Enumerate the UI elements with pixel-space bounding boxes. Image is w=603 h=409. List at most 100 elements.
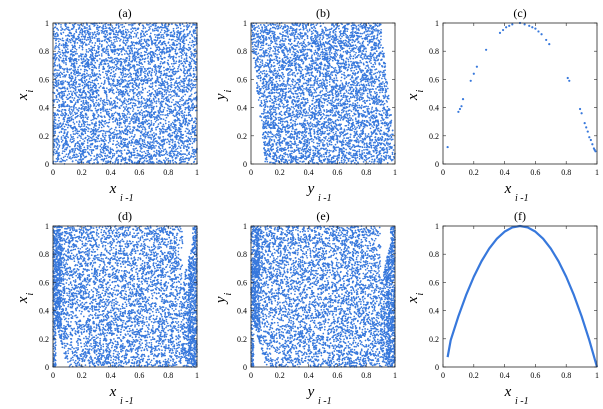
data-point bbox=[78, 59, 80, 61]
data-point bbox=[138, 83, 140, 85]
data-point bbox=[62, 37, 64, 39]
data-point bbox=[128, 62, 130, 64]
data-point bbox=[55, 114, 57, 116]
data-point bbox=[174, 133, 176, 135]
data-point bbox=[55, 53, 57, 55]
data-point bbox=[131, 25, 133, 27]
data-point bbox=[151, 106, 153, 108]
data-point bbox=[184, 111, 186, 113]
data-point bbox=[195, 97, 197, 99]
data-point bbox=[178, 146, 180, 148]
data-point bbox=[129, 132, 131, 134]
data-point bbox=[55, 45, 57, 47]
data-point bbox=[102, 51, 104, 53]
data-point bbox=[82, 138, 84, 140]
data-point bbox=[134, 105, 136, 107]
data-point bbox=[148, 63, 150, 65]
data-point bbox=[80, 38, 82, 40]
data-point bbox=[116, 34, 118, 36]
data-point bbox=[110, 57, 112, 59]
data-point bbox=[138, 121, 140, 123]
data-point bbox=[148, 137, 150, 139]
data-point bbox=[163, 70, 165, 72]
data-point bbox=[153, 23, 155, 25]
data-point bbox=[54, 132, 56, 134]
data-point bbox=[116, 123, 118, 125]
data-point bbox=[69, 74, 71, 76]
data-point bbox=[131, 161, 133, 163]
data-point bbox=[174, 107, 176, 109]
data-point bbox=[84, 106, 86, 108]
data-point bbox=[57, 29, 59, 31]
data-point bbox=[73, 25, 75, 27]
data-point bbox=[99, 43, 101, 45]
data-point bbox=[54, 92, 56, 94]
data-point bbox=[192, 84, 194, 86]
data-point bbox=[116, 147, 118, 149]
data-point bbox=[124, 67, 126, 69]
data-point bbox=[154, 71, 156, 73]
data-point bbox=[156, 140, 158, 142]
data-point bbox=[169, 66, 171, 68]
data-point bbox=[67, 156, 69, 158]
data-point bbox=[71, 142, 73, 144]
data-point bbox=[102, 71, 104, 73]
data-point bbox=[133, 145, 135, 147]
data-point bbox=[76, 130, 78, 132]
data-point bbox=[82, 38, 84, 40]
data-point bbox=[152, 144, 154, 146]
data-point bbox=[90, 146, 92, 148]
data-point bbox=[154, 147, 156, 149]
data-point bbox=[83, 115, 85, 117]
data-point bbox=[87, 110, 89, 112]
data-point bbox=[191, 155, 193, 157]
data-point bbox=[127, 113, 129, 115]
data-point bbox=[93, 149, 95, 151]
data-point bbox=[101, 55, 103, 57]
data-point bbox=[109, 100, 111, 102]
data-point bbox=[108, 111, 110, 113]
data-point bbox=[73, 87, 75, 89]
data-point bbox=[103, 126, 105, 128]
data-point bbox=[58, 146, 60, 148]
data-point bbox=[77, 96, 79, 98]
data-point bbox=[135, 77, 137, 79]
data-point bbox=[148, 105, 150, 107]
data-point bbox=[168, 143, 170, 145]
data-point bbox=[116, 36, 118, 38]
data-point bbox=[142, 126, 144, 128]
data-point bbox=[97, 25, 99, 27]
data-point bbox=[187, 128, 189, 130]
data-point bbox=[68, 91, 70, 93]
data-point bbox=[64, 75, 66, 77]
data-point bbox=[144, 35, 146, 37]
data-point bbox=[163, 124, 165, 126]
data-point bbox=[69, 35, 71, 37]
data-point bbox=[176, 112, 178, 114]
data-point bbox=[108, 156, 110, 158]
data-point bbox=[106, 99, 108, 101]
data-point bbox=[170, 161, 172, 163]
data-point bbox=[86, 126, 88, 128]
data-point bbox=[123, 60, 125, 62]
data-point bbox=[87, 124, 89, 126]
data-point bbox=[79, 159, 81, 161]
data-point bbox=[63, 52, 65, 54]
data-point bbox=[97, 39, 99, 41]
data-point bbox=[136, 94, 138, 96]
data-point bbox=[60, 81, 62, 83]
data-point bbox=[159, 128, 161, 130]
data-point bbox=[131, 50, 133, 52]
data-point bbox=[161, 141, 163, 143]
data-point bbox=[133, 41, 135, 43]
data-point bbox=[171, 32, 173, 34]
data-point bbox=[143, 71, 145, 73]
data-point bbox=[102, 26, 104, 28]
data-point bbox=[54, 46, 56, 48]
data-point bbox=[172, 159, 174, 161]
data-point bbox=[77, 69, 79, 71]
data-point bbox=[162, 27, 164, 29]
data-point bbox=[58, 139, 60, 141]
data-point bbox=[62, 55, 64, 57]
data-point bbox=[121, 140, 123, 142]
